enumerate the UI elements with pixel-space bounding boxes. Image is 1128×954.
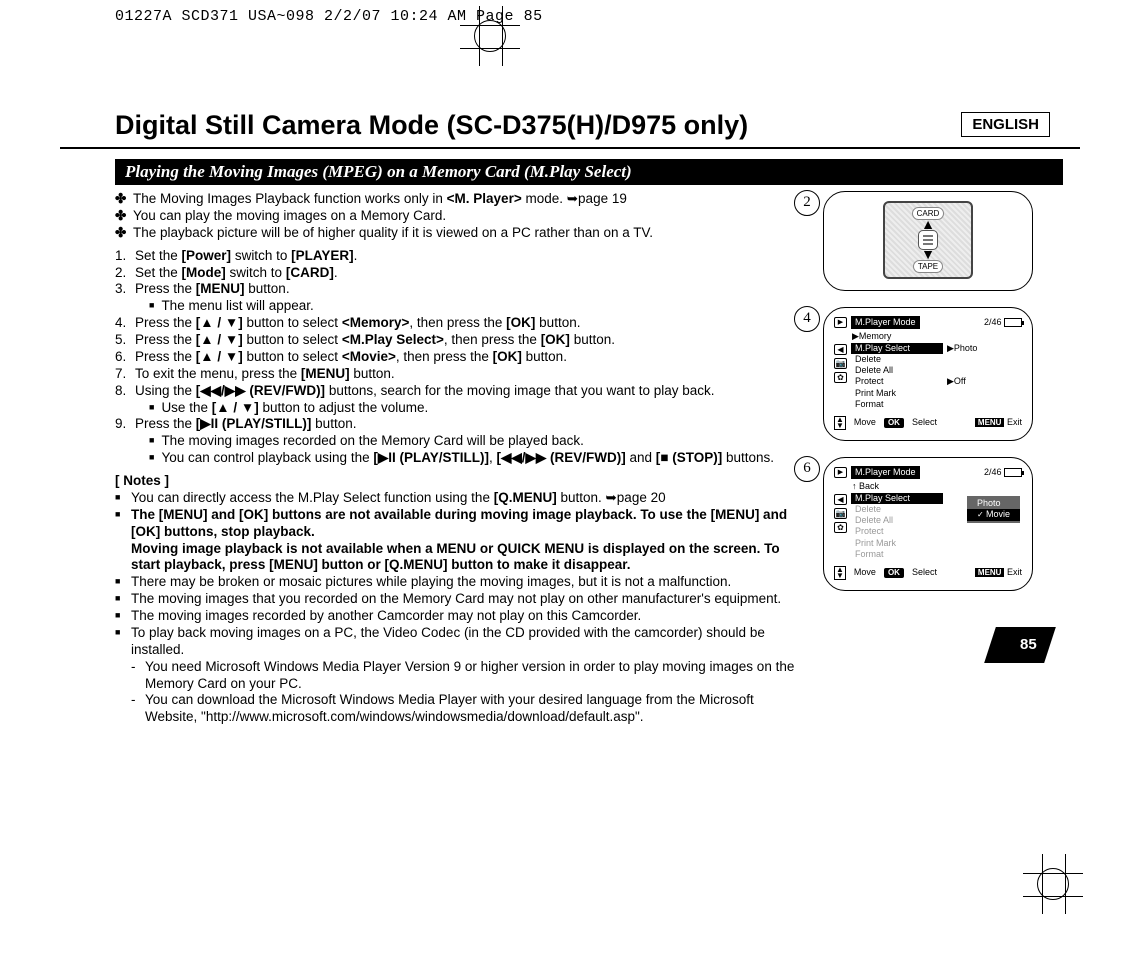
note: You can directly access the M.Play Selec…: [115, 490, 805, 507]
menu-row: M.Play Select▶Photo: [851, 343, 1022, 354]
menu-value: ▶Photo: [943, 343, 981, 354]
battery-icon: [1004, 318, 1022, 327]
camera-icon: 📷: [834, 358, 847, 369]
intro-item: ✤You can play the moving images on a Mem…: [115, 208, 805, 225]
note: There may be broken or mosaic pictures w…: [115, 574, 805, 591]
mode-switch-diagram: CARD ▲ ▼ TAPE: [883, 201, 973, 279]
section-subtitle: Playing the Moving Images (MPEG) on a Me…: [115, 159, 1063, 185]
menu-label: Print Mark: [851, 388, 943, 399]
page-title: Digital Still Camera Mode (SC-D375(H)/D9…: [60, 25, 1080, 149]
subnote: You can download the Microsoft Windows M…: [131, 692, 805, 726]
step: Using the [◀◀/▶▶ (REV/FWD)] buttons, sea…: [115, 383, 805, 417]
substep: The menu list will appear.: [149, 298, 805, 315]
menu-label: Delete All: [851, 515, 943, 526]
menu-row: Delete: [851, 354, 1022, 365]
menu-label: Delete: [851, 504, 943, 515]
substep: The moving images recorded on the Memory…: [149, 433, 805, 450]
foot-exit: Exit: [1007, 417, 1022, 427]
foot-move: Move: [854, 567, 876, 578]
step: Set the [Mode] switch to [CARD].: [115, 265, 805, 282]
note: The [MENU] and [OK] buttons are not avai…: [115, 507, 805, 575]
step: Press the [▲ / ▼] button to select <Movi…: [115, 349, 805, 366]
submenu-item: Photo: [967, 498, 1020, 509]
figure-number: 6: [794, 456, 820, 482]
notes-heading: [ Notes ]: [115, 467, 805, 490]
menu-label: Protect: [851, 376, 943, 387]
updown-icon: ▲▼: [834, 416, 846, 430]
menu-label: M.Play Select: [851, 493, 943, 504]
foot-move: Move: [854, 417, 876, 428]
lcd-mode-title: M.Player Mode: [851, 316, 920, 329]
intro-item: ✤The playback picture will be of higher …: [115, 225, 805, 242]
crop-marks-top: [460, 6, 520, 66]
ok-icon: OK: [884, 568, 904, 578]
print-header: 01227A SCD371 USA~098 2/2/07 10:24 AM Pa…: [60, 0, 1080, 25]
playback-icon: ▶: [834, 467, 847, 478]
camera-icon: 📷: [834, 508, 847, 519]
figure-mode-switch: 2 CARD ▲ ▼ TAPE: [823, 191, 1033, 291]
subnote: You need Microsoft Windows Media Player …: [131, 659, 805, 693]
menu-row: Delete All: [851, 365, 1022, 376]
submenu-item-selected: Movie: [967, 509, 1020, 520]
figure-number: 2: [794, 190, 820, 216]
menu-label: Print Mark: [851, 538, 943, 549]
battery-icon: [1004, 468, 1022, 477]
menu-icon: MENU: [975, 568, 1005, 577]
note: The moving images recorded by another Ca…: [115, 608, 805, 625]
menu-icon: MENU: [975, 418, 1005, 427]
foot-select: Select: [912, 567, 937, 578]
step: Press the [▲ / ▼] button to select <Memo…: [115, 315, 805, 332]
counter: 2/46: [984, 467, 1002, 477]
note: To play back moving images on a PC, the …: [115, 625, 805, 726]
gear-icon: ✿: [834, 522, 847, 533]
language-label: ENGLISH: [961, 112, 1050, 137]
crop-marks-bottom: [1023, 854, 1083, 914]
counter: 2/46: [984, 317, 1002, 327]
ok-icon: OK: [884, 418, 904, 428]
figure-menu-screen-6: 6 ▶ M.Player Mode 2/46 ↑ Back ◀ 📷 ✿ M.Pl…: [823, 457, 1033, 591]
back-icon: ◀: [834, 344, 847, 355]
note: The moving images that you recorded on t…: [115, 591, 805, 608]
playback-icon: ▶: [834, 317, 847, 328]
menu-value: ▶Off: [943, 376, 970, 387]
back-icon: ◀: [834, 494, 847, 505]
breadcrumb: ▶Memory: [834, 331, 1022, 342]
updown-icon: ▲▼: [834, 566, 846, 580]
menu-row: Format: [851, 399, 1022, 410]
menu-row: Print Mark: [851, 388, 1022, 399]
substep: You can control playback using the [▶II …: [149, 450, 805, 467]
menu-row: Print Mark: [851, 538, 1022, 549]
body-text: ✤The Moving Images Playback function wor…: [115, 191, 805, 726]
menu-row: Format: [851, 549, 1022, 560]
menu-label: Protect: [851, 526, 943, 537]
menu-row: Protect▶Off: [851, 376, 1022, 387]
intro-item: ✤The Moving Images Playback function wor…: [115, 191, 805, 208]
foot-exit: Exit: [1007, 567, 1022, 577]
menu-row: Protect: [851, 526, 1022, 537]
substep: Use the [▲ / ▼] button to adjust the vol…: [149, 400, 805, 417]
step: To exit the menu, press the [MENU] butto…: [115, 366, 805, 383]
menu-label: Delete: [851, 354, 943, 365]
menu-label: Format: [851, 549, 943, 560]
foot-select: Select: [912, 417, 937, 428]
figure-menu-screen-4: 4 ▶ M.Player Mode 2/46 ▶Memory ◀ 📷 ✿ M.P…: [823, 307, 1033, 441]
step: Press the [▶II (PLAY/STILL)] button. The…: [115, 416, 805, 467]
lcd-mode-title: M.Player Mode: [851, 466, 920, 479]
step: Set the [Power] switch to [PLAYER].: [115, 248, 805, 265]
breadcrumb: ↑ Back: [834, 481, 1022, 492]
gear-icon: ✿: [834, 372, 847, 383]
step: Press the [MENU] button. The menu list w…: [115, 281, 805, 315]
figure-number: 4: [794, 306, 820, 332]
submenu-popup: Photo Movie: [967, 496, 1020, 523]
menu-label: Format: [851, 399, 943, 410]
step: Press the [▲ / ▼] button to select <M.Pl…: [115, 332, 805, 349]
menu-label: Delete All: [851, 365, 943, 376]
menu-label: M.Play Select: [851, 343, 943, 354]
